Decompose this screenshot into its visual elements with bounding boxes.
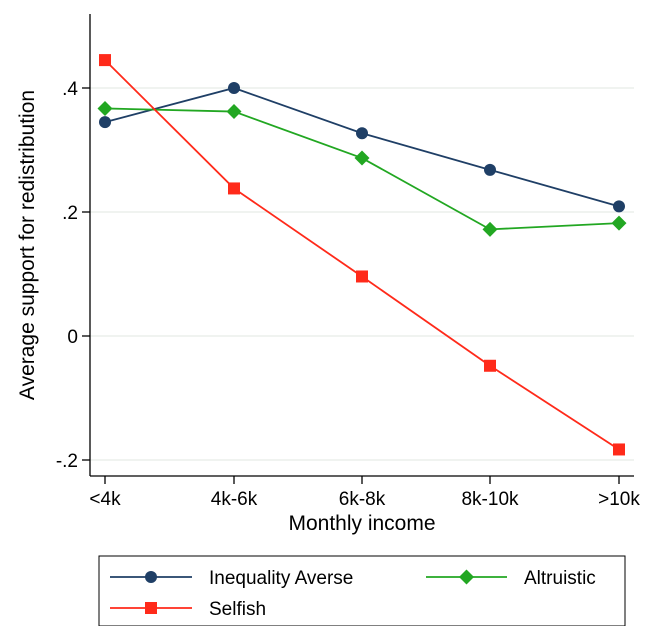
data-point xyxy=(99,116,111,129)
data-point xyxy=(354,150,370,166)
y-tick-label: -.2 xyxy=(56,451,78,472)
series-altruistic xyxy=(97,100,627,237)
data-point xyxy=(97,100,113,116)
series-inequality-averse xyxy=(99,82,625,213)
data-point xyxy=(99,54,111,67)
x-tick-label: 8k-10k xyxy=(461,489,519,510)
y-tick-label: 0 xyxy=(67,327,78,348)
legend-marker xyxy=(145,571,157,583)
y-ticks: -.2 0 .2 .4 xyxy=(56,79,90,472)
series-line xyxy=(104,59,620,451)
legend-marker xyxy=(459,569,474,585)
legend-label: Selfish xyxy=(209,599,266,620)
x-tick-label: 4k-6k xyxy=(211,489,258,510)
series-selfish xyxy=(99,54,625,456)
data-point xyxy=(228,82,240,94)
legend-item: Selfish xyxy=(110,599,266,620)
series-line xyxy=(104,107,620,231)
y-tick-label: .4 xyxy=(62,79,78,100)
data-point xyxy=(484,359,496,372)
legend-item: Inequality Averse xyxy=(110,568,353,589)
x-tick-label: <4k xyxy=(89,489,121,510)
data-point xyxy=(613,443,625,456)
series-line xyxy=(104,87,620,208)
data-point xyxy=(611,215,627,231)
x-tick-label: 6k-8k xyxy=(339,489,386,510)
legend-label: Altruistic xyxy=(524,568,596,589)
x-axis-label: Monthly income xyxy=(288,512,435,535)
data-point xyxy=(482,221,498,237)
legend: Inequality Averse Altruistic Selfish xyxy=(98,555,626,626)
legend-item: Altruistic xyxy=(426,568,596,589)
y-axis-label: Average support for redistribution xyxy=(16,90,39,400)
data-point xyxy=(613,200,625,213)
data-point xyxy=(226,104,242,120)
y-tick-label: .2 xyxy=(62,203,78,224)
x-tick-label: >10k xyxy=(598,489,640,510)
data-point xyxy=(228,182,240,195)
legend-marker xyxy=(145,602,157,614)
legend-label: Inequality Averse xyxy=(209,568,353,589)
gridlines xyxy=(90,87,634,461)
data-point xyxy=(356,127,368,140)
data-point xyxy=(484,163,496,176)
x-ticks: <4k 4k-6k 6k-8k 8k-10k >10k xyxy=(89,476,640,510)
series-group xyxy=(97,54,627,456)
legend-box xyxy=(98,555,626,626)
data-point xyxy=(356,270,368,283)
